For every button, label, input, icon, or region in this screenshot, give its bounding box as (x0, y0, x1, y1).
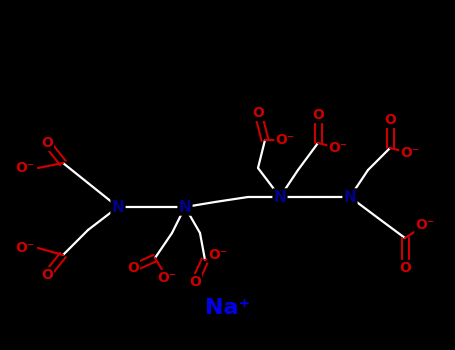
Text: O: O (189, 275, 201, 289)
Text: N: N (179, 199, 192, 215)
Text: O⁻: O⁻ (208, 248, 228, 262)
Text: O⁻: O⁻ (275, 133, 295, 147)
Text: O: O (252, 106, 264, 120)
Text: O⁻: O⁻ (16, 161, 35, 175)
Text: O: O (399, 261, 411, 275)
Text: O⁻: O⁻ (16, 241, 35, 255)
Text: N: N (273, 189, 286, 204)
Text: O⁻: O⁻ (400, 146, 420, 160)
Text: N: N (111, 199, 124, 215)
Text: O: O (312, 108, 324, 122)
Text: O⁻: O⁻ (415, 218, 435, 232)
Text: O: O (41, 268, 53, 282)
Text: O: O (41, 136, 53, 150)
Text: O⁻: O⁻ (329, 141, 348, 155)
Text: Na⁺: Na⁺ (205, 298, 250, 318)
Text: O: O (127, 261, 139, 275)
Text: N: N (344, 189, 356, 204)
Text: O: O (384, 113, 396, 127)
Text: O⁻: O⁻ (157, 271, 177, 285)
